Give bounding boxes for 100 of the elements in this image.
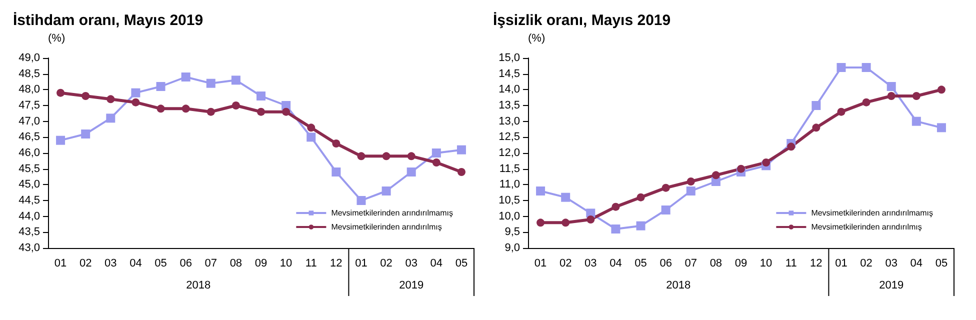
x-tick-label: 12 bbox=[330, 258, 342, 270]
x-tick-label: 03 bbox=[104, 258, 117, 270]
point bbox=[456, 145, 466, 154]
x-tick-label: 11 bbox=[305, 258, 317, 270]
point bbox=[586, 216, 595, 224]
point bbox=[232, 102, 240, 110]
point bbox=[382, 186, 391, 196]
point bbox=[332, 168, 341, 176]
x-tick-label: 09 bbox=[254, 258, 268, 270]
x-tick-label: 04 bbox=[430, 258, 443, 270]
point bbox=[912, 116, 921, 126]
point bbox=[156, 82, 166, 91]
x-tick-label: 03 bbox=[405, 258, 418, 270]
y-tick-label: 45,0 bbox=[18, 178, 40, 191]
text: 2018 bbox=[186, 280, 211, 292]
x-tick-label: 02 bbox=[380, 258, 392, 270]
x-tick-label: 05 bbox=[634, 258, 647, 270]
x-tick-label: 03 bbox=[885, 258, 898, 270]
point bbox=[131, 88, 140, 98]
y-tick-label: 9,0 bbox=[504, 242, 520, 254]
y-tick-label: 47,5 bbox=[18, 100, 40, 112]
point bbox=[106, 114, 116, 123]
x-tick-label: 05 bbox=[455, 258, 468, 270]
y-tick-label: 9,5 bbox=[504, 226, 520, 238]
y-tick-label: 43,5 bbox=[18, 226, 40, 238]
point bbox=[282, 108, 290, 116]
x-tick-label: 08 bbox=[230, 258, 242, 270]
point bbox=[206, 108, 215, 116]
x-tick-label: 07 bbox=[684, 258, 698, 270]
point bbox=[662, 184, 670, 192]
y-tick-label: 12,0 bbox=[498, 147, 520, 159]
point bbox=[357, 152, 366, 160]
y-tick-label: 44,0 bbox=[18, 210, 40, 222]
point bbox=[862, 63, 871, 72]
x-tick-label: 04 bbox=[130, 258, 142, 270]
y-tick-label: 49,0 bbox=[18, 52, 40, 64]
y-axis-title: (%) bbox=[528, 32, 546, 44]
point bbox=[256, 92, 266, 100]
y-tick-label: 13,0 bbox=[498, 115, 520, 128]
point bbox=[611, 224, 620, 234]
y-tick-label: 15,0 bbox=[498, 52, 520, 64]
point bbox=[106, 95, 115, 104]
y-tick-label: 44,5 bbox=[18, 194, 40, 206]
point bbox=[762, 158, 770, 166]
point bbox=[812, 124, 820, 132]
point bbox=[536, 218, 545, 227]
y-tick-label: 48,5 bbox=[18, 68, 40, 80]
y-axis-title: (%) bbox=[48, 32, 66, 44]
point bbox=[82, 92, 90, 100]
x-tick-label: 01 bbox=[54, 258, 67, 270]
x-tick-label: 01 bbox=[355, 258, 368, 270]
legend-label: Mevsimetkilerinden arındırılmamış bbox=[331, 208, 453, 218]
x-tick-label: 01 bbox=[835, 258, 848, 270]
point bbox=[562, 218, 570, 227]
x-tick-label: 10 bbox=[760, 258, 772, 270]
point bbox=[407, 152, 416, 160]
x-tick-label: 02 bbox=[79, 258, 92, 270]
x-tick-label: 02 bbox=[860, 258, 872, 270]
y-tick-label: 10,0 bbox=[498, 210, 520, 222]
point bbox=[636, 221, 646, 230]
point bbox=[636, 193, 645, 202]
y-tick-label: 46,5 bbox=[18, 131, 40, 144]
point bbox=[561, 192, 570, 202]
point bbox=[661, 206, 670, 214]
point bbox=[182, 104, 190, 113]
x-tick-label: 01 bbox=[534, 258, 547, 270]
legend-label: Mevsimetkilerinden arındırılmış bbox=[811, 222, 922, 232]
x-tick-label: 12 bbox=[810, 258, 822, 270]
point bbox=[181, 72, 190, 82]
point bbox=[837, 108, 846, 116]
point bbox=[406, 168, 416, 176]
legend-label: Mevsimetkilerinden arındırılmış bbox=[331, 222, 442, 232]
point bbox=[862, 98, 870, 106]
y-tick-label: 43,0 bbox=[18, 242, 40, 254]
y-tick-label: 14,0 bbox=[498, 84, 520, 96]
x-tick-label: 05 bbox=[935, 258, 948, 270]
point bbox=[787, 142, 796, 151]
point bbox=[936, 123, 946, 132]
y-tick-label: 12,5 bbox=[498, 131, 520, 144]
point bbox=[536, 186, 546, 196]
point bbox=[332, 140, 340, 148]
point bbox=[737, 164, 745, 173]
x-tick-label: 04 bbox=[910, 258, 923, 270]
point bbox=[132, 98, 140, 106]
y-tick-label: 46,0 bbox=[18, 147, 40, 159]
point bbox=[432, 158, 440, 166]
point bbox=[306, 132, 316, 142]
point bbox=[307, 124, 316, 132]
point bbox=[457, 168, 466, 176]
point bbox=[887, 92, 896, 100]
y-tick-label: 11,5 bbox=[499, 162, 520, 175]
point bbox=[156, 104, 165, 113]
y-tick-label: 13,5 bbox=[498, 100, 520, 112]
text: 2018 bbox=[666, 280, 691, 292]
x-tick-label: 11 bbox=[785, 258, 797, 270]
y-tick-label: 11,0 bbox=[499, 178, 520, 191]
point bbox=[257, 108, 265, 116]
x-tick-label: 08 bbox=[710, 258, 722, 270]
x-tick-label: 03 bbox=[584, 258, 597, 270]
point bbox=[686, 186, 696, 196]
